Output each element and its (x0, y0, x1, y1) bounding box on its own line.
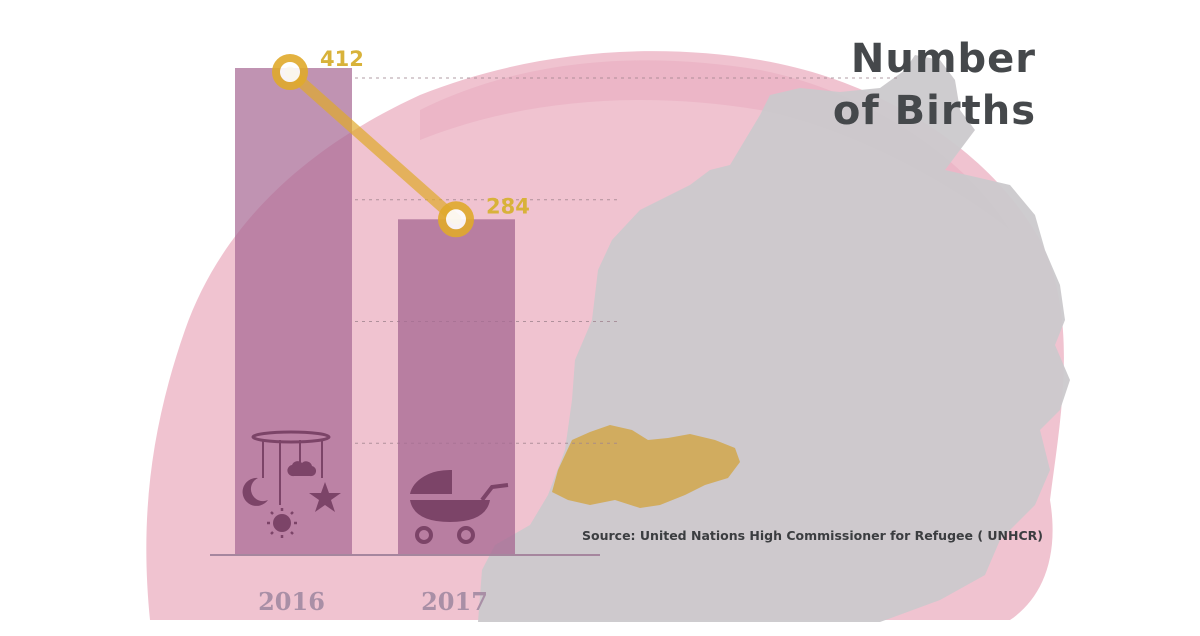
point-marker-2017 (438, 201, 474, 238)
baby-stroller-icon (410, 469, 509, 544)
source-note: Source: United Nations High Commissioner… (582, 528, 1043, 543)
data-label-2017: 284 (486, 194, 530, 218)
highlighted-region (552, 425, 740, 508)
watercolor-background-shade (420, 60, 1010, 230)
point-marker-2016 (272, 54, 308, 90)
x-tick-label-2016: 2016 (258, 587, 325, 616)
chart-title-line-2: of Births (833, 88, 1036, 134)
chart-title-line-1: Number (851, 36, 1036, 82)
trend-line-segment (284, 66, 462, 225)
data-labels: 412 2016 284 2017 (258, 47, 530, 616)
data-label-2016: 412 (320, 47, 364, 71)
x-tick-label-2017: 2017 (421, 587, 488, 616)
trend-line (272, 54, 474, 238)
baby-mobile-icon (242, 430, 341, 538)
bar-2017 (398, 219, 515, 555)
